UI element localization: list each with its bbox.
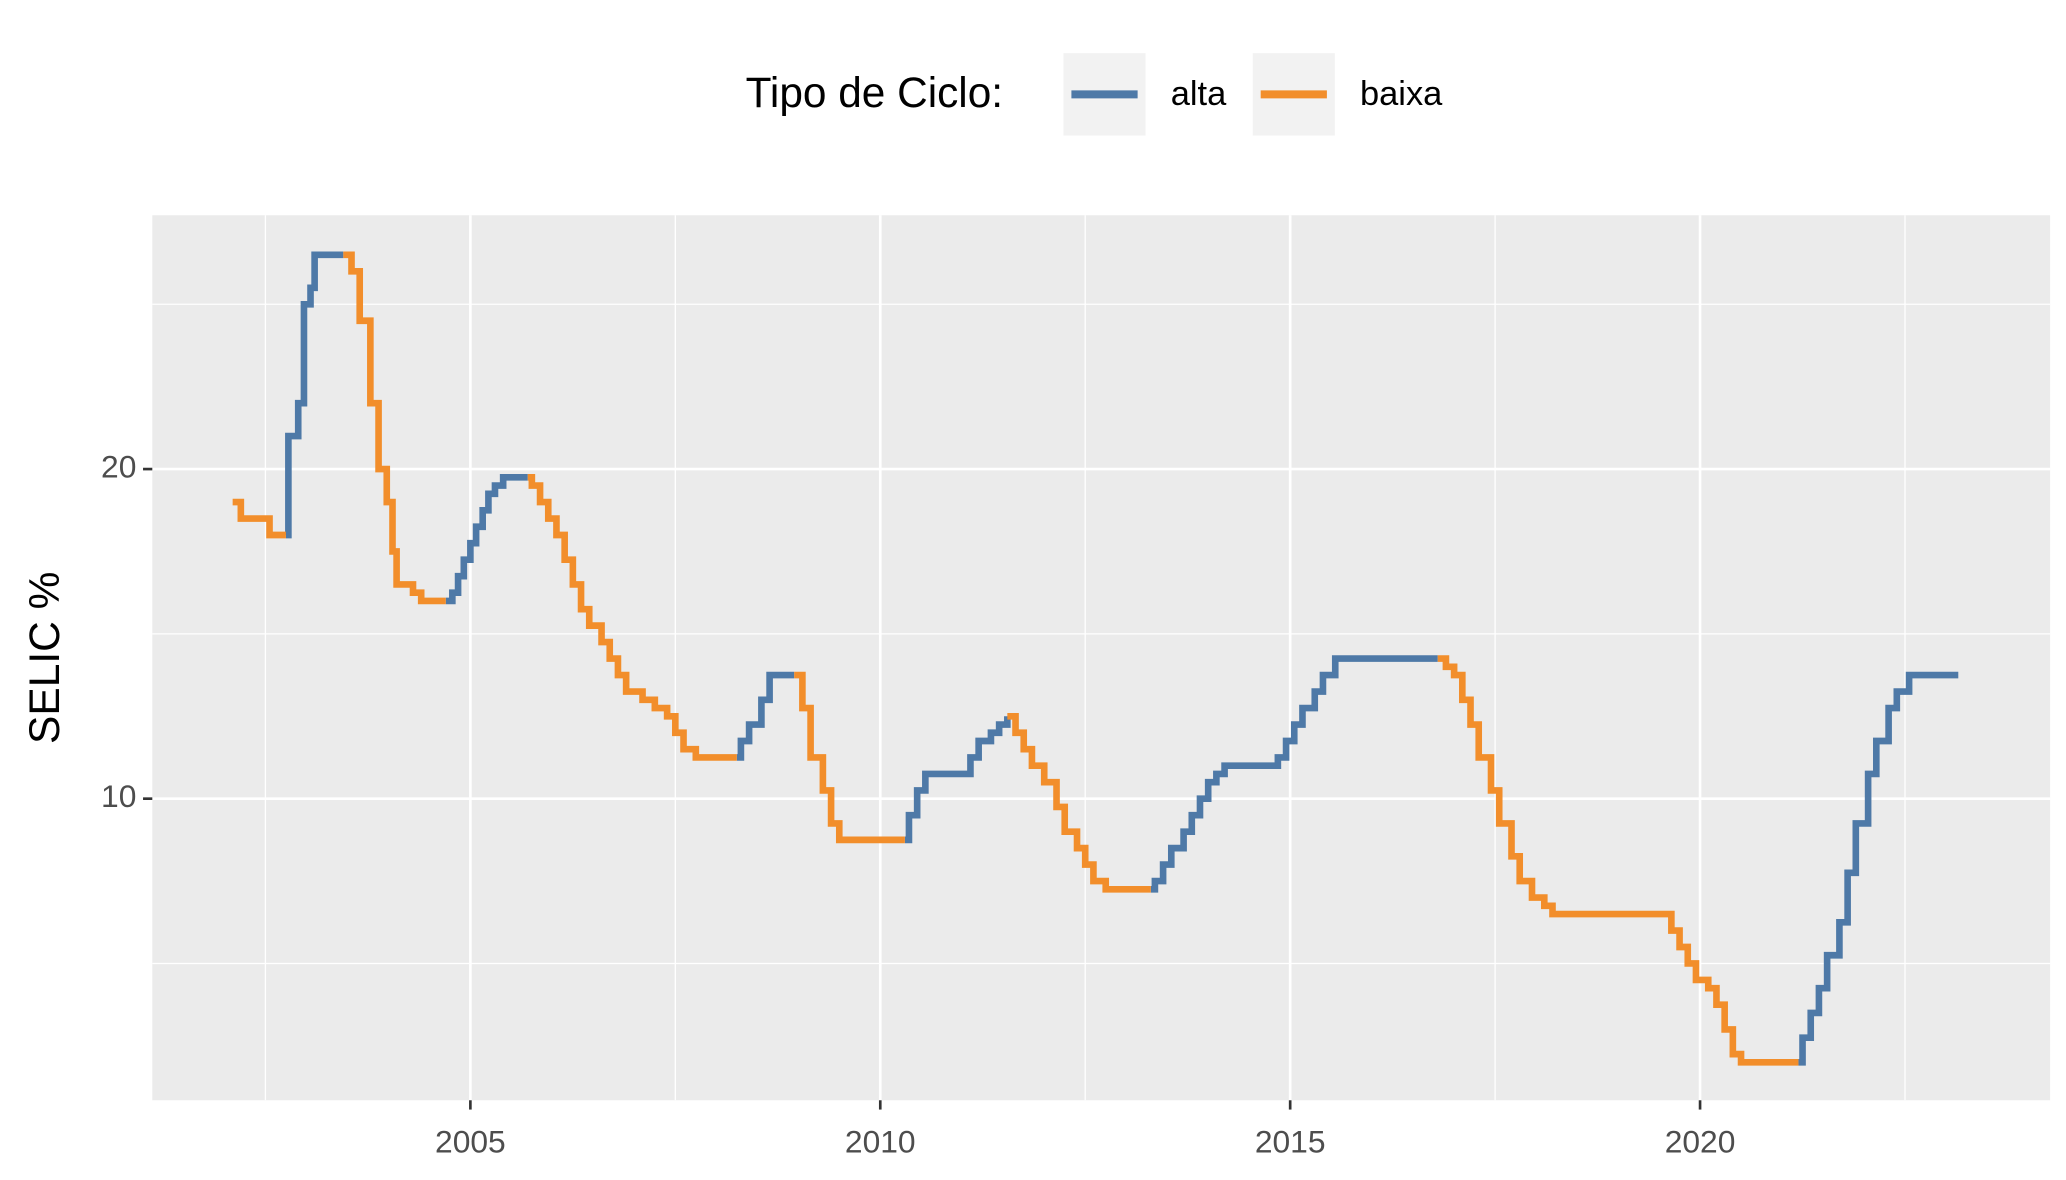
series-line xyxy=(232,251,1799,1066)
x-tick-label: 2005 xyxy=(435,1123,506,1159)
y-tick-label: 10 xyxy=(101,778,136,814)
panel xyxy=(152,215,2051,1101)
series-line xyxy=(285,251,1959,1066)
legend-title: Tipo de Ciclo: xyxy=(746,69,1003,116)
x-tick-label: 2020 xyxy=(1665,1123,1736,1159)
x-tick-label: 2010 xyxy=(845,1123,916,1159)
legend-label: alta xyxy=(1171,75,1227,113)
y-axis-label: SELIC % xyxy=(21,572,68,744)
x-tick-label: 2015 xyxy=(1255,1123,1326,1159)
y-tick-label: 20 xyxy=(101,448,136,484)
legend-label: baixa xyxy=(1360,75,1443,113)
